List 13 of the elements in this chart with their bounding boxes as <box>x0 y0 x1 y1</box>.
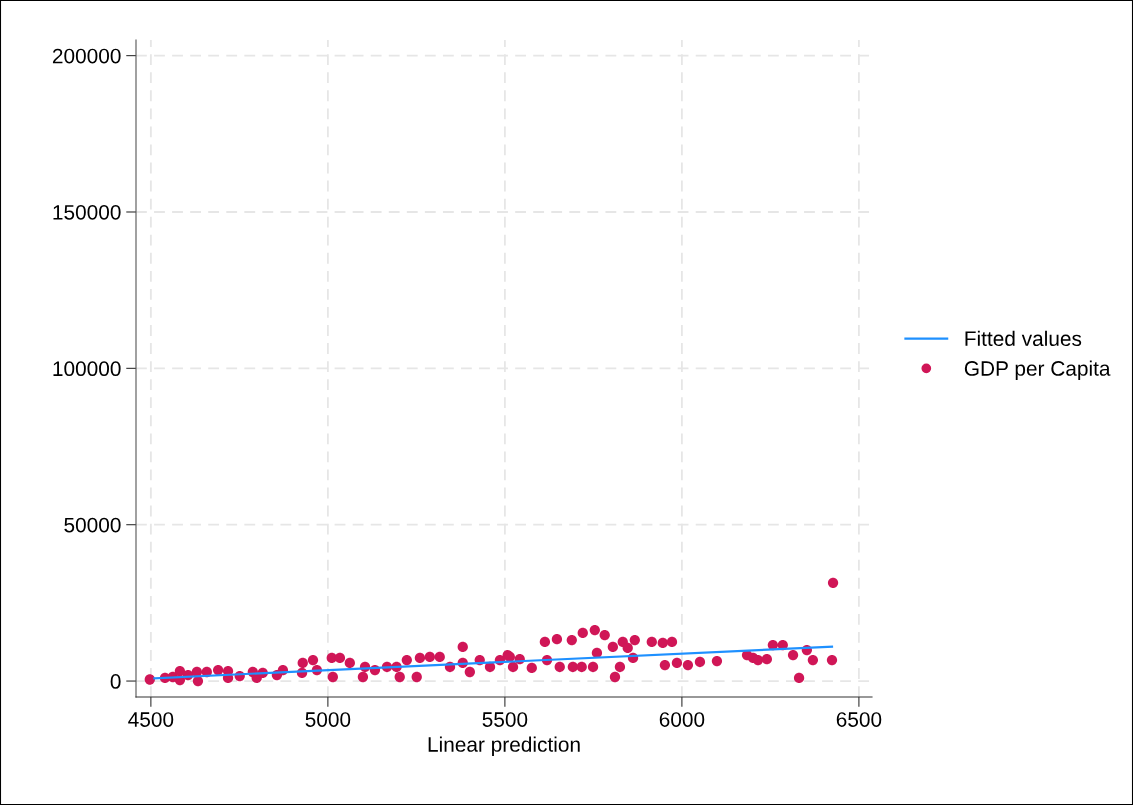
legend-label: Fitted values <box>965 330 1082 347</box>
y-tick-label: 200000 <box>52 48 121 64</box>
x-axis-title: Linear prediction <box>428 736 580 756</box>
x-tick-label: 5000 <box>305 712 351 727</box>
y-tick-label: 50000 <box>64 517 121 533</box>
y-tick-label: 0 <box>110 674 121 689</box>
x-tick-label: 5500 <box>482 712 528 727</box>
x-tick-label: 6500 <box>836 712 882 727</box>
y-tick-label: 100000 <box>53 361 121 377</box>
legend-label: GDP per Capita <box>964 360 1111 380</box>
x-tick-label: 6000 <box>659 712 705 727</box>
x-tick-label: 4500 <box>128 712 174 727</box>
y-tick-label: 150000 <box>53 204 121 220</box>
